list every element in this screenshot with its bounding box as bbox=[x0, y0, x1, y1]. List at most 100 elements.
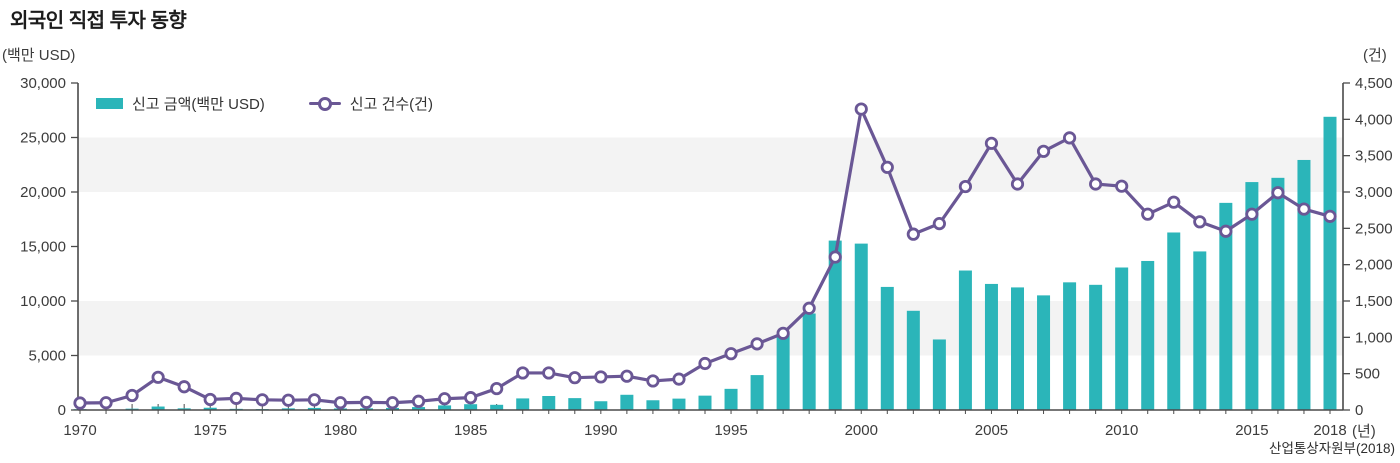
line-marker bbox=[1245, 207, 1259, 221]
line-marker bbox=[177, 380, 191, 394]
line-marker bbox=[385, 396, 400, 410]
bar bbox=[151, 406, 165, 410]
line-marker-icon bbox=[308, 96, 341, 111]
bar bbox=[464, 404, 478, 410]
left-axis-tick-label: 20,000 bbox=[20, 184, 66, 201]
x-axis-tick-label: 1970 bbox=[63, 422, 96, 439]
legend-amount-label: 신고 금액(백만 USD) bbox=[132, 96, 265, 113]
bar bbox=[984, 283, 998, 410]
bar bbox=[490, 404, 504, 410]
line-marker bbox=[1036, 144, 1051, 158]
line-marker bbox=[620, 369, 634, 383]
line-marker bbox=[437, 392, 452, 406]
left-axis-unit-label: (백만 USD) bbox=[2, 47, 76, 64]
line-marker bbox=[1167, 195, 1181, 209]
bar bbox=[1219, 202, 1233, 410]
bar bbox=[281, 408, 295, 410]
right-axis-tick-label: 4,000 bbox=[1355, 111, 1393, 128]
legend-count-label: 신고 건수(건) bbox=[349, 96, 433, 113]
grid-band bbox=[78, 301, 1343, 356]
line-marker bbox=[359, 395, 374, 409]
line-marker bbox=[99, 396, 113, 410]
line-marker bbox=[125, 388, 139, 403]
left-axis-tick-label: 25,000 bbox=[20, 130, 66, 147]
bar bbox=[1011, 287, 1024, 410]
bar bbox=[568, 398, 582, 410]
bar bbox=[646, 400, 660, 410]
bar bbox=[828, 240, 842, 410]
line-marker bbox=[281, 393, 295, 407]
line-marker bbox=[802, 301, 816, 315]
x-axis-tick-label: 2000 bbox=[845, 422, 878, 439]
line-marker bbox=[1089, 177, 1103, 191]
legend-item-amount: 신고 금액(백만 USD) bbox=[96, 93, 265, 114]
bar bbox=[1297, 159, 1311, 410]
bar bbox=[776, 334, 790, 410]
right-axis-tick-label: 3,500 bbox=[1355, 148, 1393, 165]
line-marker bbox=[984, 136, 999, 150]
line-marker bbox=[568, 371, 582, 385]
line-marker bbox=[464, 391, 478, 405]
bar bbox=[1089, 284, 1103, 410]
bar bbox=[438, 405, 452, 410]
bar bbox=[906, 310, 920, 410]
x-axis-tick-label: 2018 bbox=[1313, 422, 1346, 439]
right-axis-tick-label: 500 bbox=[1355, 366, 1380, 383]
bar bbox=[958, 270, 972, 410]
line-marker bbox=[411, 394, 426, 408]
line-marker bbox=[854, 102, 868, 116]
x-axis-tick-label: 1990 bbox=[584, 422, 617, 439]
line-marker bbox=[958, 179, 973, 194]
legend: 신고 금액(백만 USD) 신고 건수(건) bbox=[96, 93, 433, 114]
line-marker bbox=[828, 250, 842, 264]
right-axis-tick-label: 3,000 bbox=[1355, 184, 1393, 201]
line-marker bbox=[307, 393, 321, 407]
bar bbox=[594, 401, 608, 410]
line-marker bbox=[672, 372, 686, 386]
line-marker bbox=[646, 374, 660, 388]
bar bbox=[1037, 295, 1051, 410]
line-marker bbox=[490, 381, 504, 396]
x-axis-tick-label: 1980 bbox=[324, 422, 357, 439]
line-marker bbox=[1271, 186, 1285, 200]
bar bbox=[620, 394, 634, 410]
bar bbox=[1271, 177, 1285, 410]
bar bbox=[802, 313, 816, 410]
bar bbox=[542, 396, 556, 410]
line-marker bbox=[1141, 207, 1155, 221]
line-marker bbox=[1010, 177, 1025, 191]
page-title: 외국인 직접 투자 동향 bbox=[10, 10, 187, 32]
bar bbox=[672, 398, 686, 410]
bar bbox=[1323, 116, 1337, 410]
right-axis-tick-label: 2,500 bbox=[1355, 220, 1393, 237]
x-axis-tick-label: 1975 bbox=[194, 422, 227, 439]
bar bbox=[1193, 251, 1207, 410]
line-marker bbox=[229, 391, 243, 405]
bar bbox=[1245, 182, 1259, 410]
x-axis-tick-label: 2005 bbox=[975, 422, 1008, 439]
right-axis-tick-label: 1,000 bbox=[1355, 329, 1393, 346]
bar bbox=[698, 395, 712, 410]
x-axis-tick-label: 1985 bbox=[454, 422, 487, 439]
left-axis-tick-label: 30,000 bbox=[20, 75, 66, 92]
bar-swatch-icon bbox=[96, 98, 123, 109]
bar bbox=[203, 407, 217, 410]
x-axis-tick-label: 2010 bbox=[1105, 422, 1138, 439]
line-marker bbox=[724, 347, 738, 361]
line-marker bbox=[516, 366, 530, 380]
right-axis-tick-label: 2,000 bbox=[1355, 257, 1393, 274]
right-axis-unit-label: (건) bbox=[1363, 47, 1387, 64]
line-marker bbox=[776, 326, 790, 340]
line-marker bbox=[1323, 209, 1337, 223]
right-axis-tick-label: 1,500 bbox=[1355, 293, 1393, 310]
open-circle-icon bbox=[317, 96, 332, 111]
line-marker bbox=[1115, 179, 1129, 193]
line-marker bbox=[333, 396, 348, 410]
bar bbox=[880, 286, 894, 410]
bar bbox=[307, 407, 321, 410]
bar bbox=[750, 375, 764, 410]
grid-band bbox=[78, 137, 1343, 192]
line-marker bbox=[1062, 131, 1077, 145]
